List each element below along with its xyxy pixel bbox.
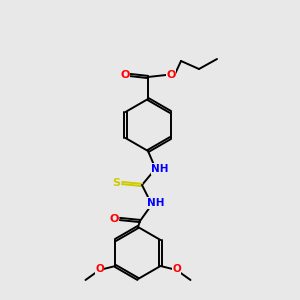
Text: O: O — [120, 70, 130, 80]
Text: NH: NH — [151, 164, 169, 174]
Text: NH: NH — [147, 198, 165, 208]
Text: O: O — [172, 264, 181, 274]
Text: S: S — [112, 178, 120, 188]
Text: O: O — [109, 214, 119, 224]
Text: O: O — [95, 264, 104, 274]
Text: O: O — [166, 70, 176, 80]
